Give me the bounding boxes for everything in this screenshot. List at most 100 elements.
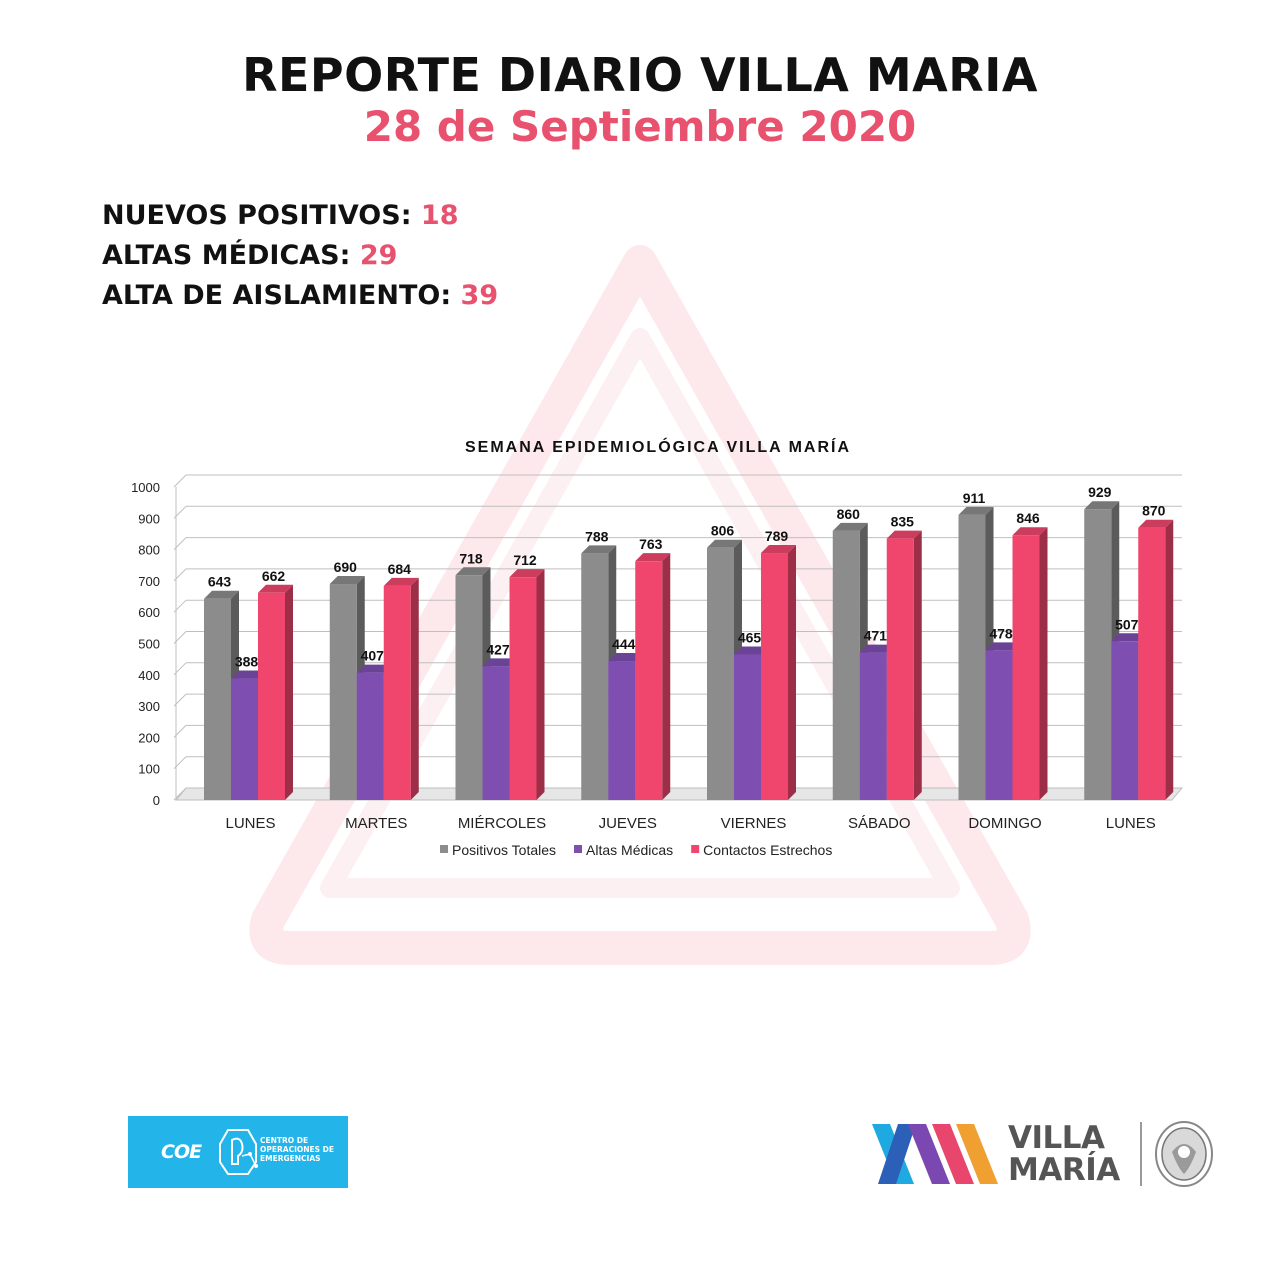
stat-label: ALTA DE AISLAMIENTO: bbox=[102, 280, 452, 311]
bar bbox=[832, 530, 860, 800]
bar bbox=[509, 577, 537, 800]
data-label: 388 bbox=[235, 654, 259, 670]
legend-entry: Positivos Totales bbox=[452, 842, 556, 858]
bar-side-face bbox=[913, 530, 922, 800]
bar-top-face bbox=[1138, 519, 1174, 528]
bar-top-face bbox=[761, 545, 796, 554]
bar bbox=[886, 538, 914, 800]
gridline-depth bbox=[173, 599, 187, 613]
bar bbox=[356, 672, 384, 800]
villa-maria-logo: VILLA MARÍA bbox=[868, 1114, 1228, 1194]
data-label: 835 bbox=[891, 514, 915, 530]
stat-isolation-discharges: ALTA DE AISLAMIENTO: 39 bbox=[102, 276, 498, 316]
data-label: 712 bbox=[513, 552, 537, 568]
y-tick-label: 1000 bbox=[131, 480, 160, 495]
bar-side-face bbox=[788, 545, 796, 800]
x-tick-label: MIÉRCOLES bbox=[458, 815, 546, 832]
bar bbox=[204, 598, 231, 800]
y-tick-label: 500 bbox=[138, 637, 160, 652]
bar-side-face bbox=[410, 577, 419, 800]
bar bbox=[761, 553, 788, 800]
gridline-depth bbox=[173, 693, 187, 707]
stat-label: ALTAS MÉDICAS: bbox=[102, 240, 351, 271]
stat-value: 18 bbox=[420, 200, 459, 231]
logo-divider bbox=[1140, 1122, 1142, 1186]
y-tick-label: 400 bbox=[138, 668, 160, 683]
bar-top-face bbox=[985, 642, 1021, 651]
data-label: 788 bbox=[585, 528, 609, 544]
bar-top-face bbox=[886, 530, 922, 539]
bar-top-face bbox=[509, 569, 545, 578]
gridline-depth bbox=[173, 631, 187, 644]
coe-logo-subtitle: CENTRO DE OPERACIONES DE EMERGENCIAS bbox=[260, 1136, 345, 1163]
villa-maria-stripes-icon bbox=[872, 1124, 998, 1184]
data-label: 662 bbox=[262, 568, 286, 584]
villa-maria-logo-line: MARÍA bbox=[1008, 1152, 1120, 1188]
bar-top-face bbox=[231, 670, 266, 679]
data-label: 690 bbox=[334, 559, 358, 575]
x-tick-label: LUNES bbox=[1106, 815, 1156, 832]
stat-value: 39 bbox=[460, 280, 499, 311]
gridline-depth bbox=[173, 725, 187, 738]
x-tick-label: SÁBADO bbox=[848, 815, 911, 832]
villa-maria-logo-line: VILLA bbox=[1008, 1120, 1105, 1156]
data-label: 507 bbox=[1115, 616, 1139, 632]
coe-logo-text: COE bbox=[161, 1141, 202, 1163]
bar-top-face bbox=[329, 576, 365, 585]
bar-top-face bbox=[455, 567, 491, 576]
y-tick-label: 300 bbox=[138, 699, 160, 714]
bar bbox=[231, 678, 258, 800]
x-tick-label: JUEVES bbox=[599, 815, 657, 832]
data-label: 911 bbox=[963, 490, 986, 506]
data-label: 870 bbox=[1142, 503, 1166, 519]
bar-side-face bbox=[662, 553, 671, 800]
bar bbox=[1084, 509, 1112, 800]
legend-swatch bbox=[440, 845, 448, 853]
bar-top-face bbox=[258, 584, 293, 593]
bar bbox=[383, 585, 411, 800]
report-title: REPORTE DIARIO VILLA MARIA bbox=[242, 48, 1038, 102]
gridline-depth bbox=[173, 537, 187, 550]
bar bbox=[1138, 527, 1166, 800]
bar bbox=[734, 654, 761, 800]
coe-subtitle-line: EMERGENCIAS bbox=[260, 1154, 321, 1163]
bar-top-face bbox=[1111, 633, 1147, 642]
bar-top-face bbox=[635, 553, 671, 562]
bar-top-face bbox=[958, 506, 994, 515]
x-tick-label: DOMINGO bbox=[968, 815, 1041, 832]
x-tick-label: MARTES bbox=[345, 815, 407, 832]
bar bbox=[608, 661, 636, 800]
x-tick-label: VIERNES bbox=[721, 815, 787, 832]
legend-entry: Altas Médicas bbox=[586, 842, 673, 858]
bar-top-face bbox=[832, 522, 868, 531]
bar bbox=[258, 592, 285, 800]
coe-emblem-icon bbox=[219, 1129, 258, 1175]
gridline-depth bbox=[173, 505, 187, 519]
gridline-depth bbox=[173, 568, 187, 582]
bar-side-face bbox=[1165, 519, 1174, 800]
y-tick-label: 800 bbox=[138, 543, 160, 558]
data-label: 860 bbox=[837, 506, 861, 522]
bar bbox=[482, 666, 510, 800]
data-label: 718 bbox=[459, 550, 483, 566]
data-label: 471 bbox=[864, 628, 888, 644]
villa-maria-logo-text: VILLA MARÍA bbox=[1008, 1122, 1120, 1186]
bar-top-face bbox=[859, 644, 895, 653]
bar-top-face bbox=[608, 653, 644, 662]
coe-logo: COE CENTRO DE OPERACIONES DE EMERGENCIAS bbox=[128, 1116, 348, 1188]
bar bbox=[958, 514, 986, 800]
bar bbox=[329, 584, 357, 800]
bar bbox=[1012, 535, 1040, 800]
bar-top-face bbox=[581, 545, 617, 554]
municipal-seal-icon bbox=[1155, 1121, 1213, 1187]
bar bbox=[985, 650, 1013, 800]
y-tick-label: 200 bbox=[138, 730, 160, 745]
data-label: 763 bbox=[639, 536, 663, 552]
bar bbox=[635, 561, 663, 800]
bar bbox=[455, 575, 483, 800]
bar-top-face bbox=[383, 577, 419, 586]
data-label: 643 bbox=[208, 574, 232, 590]
bar-side-face bbox=[1039, 527, 1048, 800]
bar-top-face bbox=[1012, 527, 1048, 536]
